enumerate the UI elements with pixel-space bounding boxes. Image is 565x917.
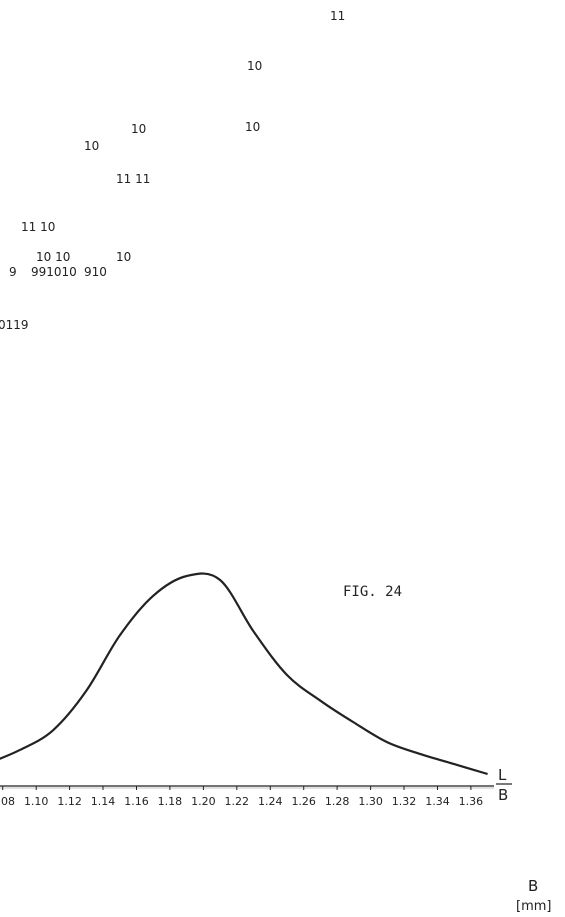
axis-ratio-label-top: L <box>498 766 507 784</box>
scatter-point-label: 11 <box>330 9 345 23</box>
scatter-point-label: 0119 <box>0 318 29 332</box>
scatter-point-label: 11 11 <box>116 172 150 186</box>
distribution-curve <box>0 572 488 776</box>
x-tick-label: 1.26 <box>291 795 316 808</box>
scatter-point-label: 10 <box>84 139 99 153</box>
scatter-point-label: 910 <box>84 265 107 279</box>
x-tick-label: 1.28 <box>325 795 350 808</box>
x-tick-label: 1.16 <box>124 795 149 808</box>
scatter-label-layer: 11 10 10 10 10 11 11 11 10 10 10 10 9 991010 910 011… <box>0 9 345 332</box>
x-tick-label: 1.08 <box>0 795 15 808</box>
x-tick-label: 1.22 <box>225 795 250 808</box>
figure-title: FIG. 24 <box>343 584 402 600</box>
x-tick-label: 1.32 <box>392 795 417 808</box>
x-tick-label: 1.10 <box>24 795 49 808</box>
x-tick-label-group: 1.08 1.10 1.12 1.14 1.16 1.18 1.20 1.22 1.24 1.26… <box>0 795 483 808</box>
scatter-point-label: 11 10 <box>21 220 55 234</box>
scatter-point-label: 10 <box>131 122 146 136</box>
x-axis-name: B <box>528 877 538 895</box>
x-tick-label: 1.24 <box>258 795 283 808</box>
x-tick-label: 1.20 <box>191 795 216 808</box>
x-tick-label: 1.14 <box>91 795 116 808</box>
x-tick-label: 1.30 <box>358 795 383 808</box>
scatter-point-label: 10 <box>245 120 260 134</box>
x-tick-label: 1.36 <box>459 795 484 808</box>
scatter-point-label: 9 <box>9 265 17 279</box>
x-tick-label: 1.18 <box>158 795 183 808</box>
scatter-point-label: 10 <box>247 59 262 73</box>
x-tick-label: 1.12 <box>57 795 82 808</box>
scatter-point-label: 991010 <box>31 265 77 279</box>
scatter-point-label: 10 10 <box>36 250 70 264</box>
axis-ratio-label-bottom: B <box>498 786 508 804</box>
x-tick-label: 1.34 <box>425 795 450 808</box>
distribution-chart: 1.08 1.10 1.12 1.14 1.16 1.18 1.20 1.22 1.24 1.26… <box>0 572 494 808</box>
scatter-point-label: 10 <box>116 250 131 264</box>
x-tick-group <box>2 786 472 790</box>
x-axis-unit: [mm] <box>516 899 551 914</box>
